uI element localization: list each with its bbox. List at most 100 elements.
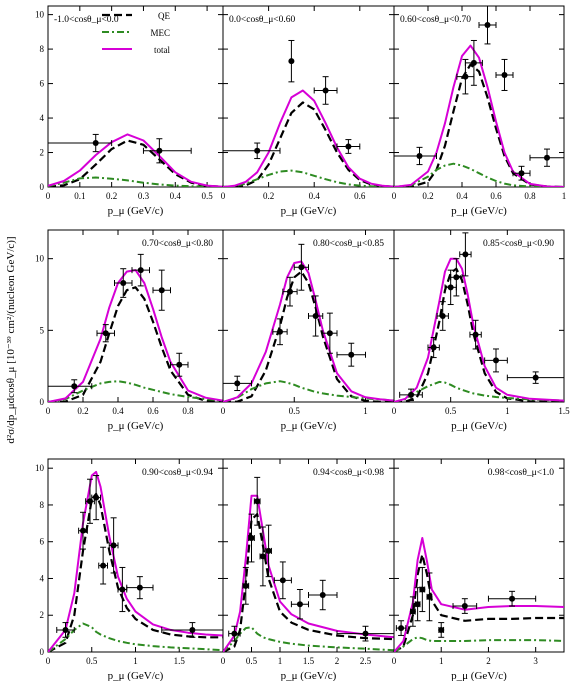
- data-points: [223, 243, 366, 392]
- x-tick-label: 0.6: [354, 191, 366, 201]
- data-point: [518, 170, 525, 177]
- x-tick-label: 3: [533, 656, 538, 666]
- series-mec-line: [48, 380, 223, 402]
- data-point: [462, 251, 469, 258]
- data-point: [156, 147, 163, 154]
- x-tick-label: 0.5: [445, 406, 457, 416]
- curves: [223, 494, 394, 652]
- data-point: [296, 601, 303, 608]
- legend: QE MEC total: [102, 11, 170, 55]
- series-mec-line: [223, 169, 394, 187]
- data-point: [409, 608, 416, 615]
- series-total-line: [394, 44, 564, 187]
- curves: [223, 260, 394, 402]
- x-tick-label: 0.4: [170, 191, 182, 201]
- data-point: [408, 391, 414, 398]
- data-point: [461, 603, 468, 610]
- data-point: [501, 71, 508, 78]
- x-axis-label: p_μ (GeV/c): [108, 420, 164, 432]
- x-tick-label: 0: [46, 191, 51, 201]
- data-point: [265, 547, 272, 554]
- x-tick-label: 1.5: [558, 406, 570, 416]
- data-point: [136, 584, 143, 591]
- data-points: [223, 39, 361, 160]
- x-tick-label: 0: [46, 406, 51, 416]
- x-tick-label: 0: [46, 656, 51, 666]
- data-point: [472, 331, 479, 338]
- series-total-line: [223, 89, 394, 187]
- panel-1: 0 0.1 0.2 0.3 0.4 0.5 0 2 4 6 8 10 p_μ (GeV/c) -1.0<c…: [35, 5, 224, 217]
- data-point: [447, 284, 454, 291]
- curves: [394, 44, 564, 187]
- data-point: [158, 287, 165, 294]
- panel-2: 0 0.2 0.4 0.6 p_μ (GeV/c) 0.0<cosθ_μ<0.60: [221, 5, 395, 217]
- data-point: [137, 267, 144, 274]
- data-point: [430, 344, 437, 351]
- x-tick-label: 1: [562, 191, 567, 201]
- data-point: [462, 73, 469, 80]
- y-tick-label: 0: [40, 182, 45, 192]
- x-tick-label: 0.3: [138, 191, 150, 201]
- data-point: [242, 582, 249, 589]
- x-tick-label: 0.8: [524, 191, 536, 201]
- legend-label-qe: QE: [158, 11, 170, 21]
- y-tick-label: 2: [40, 610, 45, 620]
- data-point: [438, 626, 445, 633]
- x-tick-label: 1: [505, 406, 510, 416]
- y-tick-label: 6: [40, 537, 45, 547]
- x-tick-label: 0.5: [289, 406, 301, 416]
- data-points: [48, 133, 192, 164]
- curves: [394, 537, 564, 652]
- series-total-line: [48, 470, 223, 652]
- data-point: [93, 494, 100, 501]
- data-point: [248, 535, 255, 542]
- y-tick-label: 4: [40, 113, 45, 123]
- panel-annotation: 0.85<cosθ_μ<0.90: [483, 239, 554, 249]
- series-qe-line: [48, 286, 223, 402]
- x-axis-label: p_μ (GeV/c): [281, 205, 337, 217]
- legend-label-mec: MEC: [150, 28, 170, 38]
- series-qe-line: [394, 63, 564, 187]
- x-tick-label: 0.8: [182, 406, 194, 416]
- data-point: [439, 313, 446, 319]
- data-point: [71, 383, 78, 390]
- series-mec-line: [223, 626, 394, 652]
- panel-annotation: 0.60<cosθ_μ<0.70: [400, 15, 471, 25]
- data-point: [416, 152, 423, 159]
- data-point: [102, 330, 109, 337]
- series-total-line: [48, 133, 223, 187]
- x-tick-label: 1: [439, 656, 444, 666]
- series-mec-line: [394, 162, 564, 187]
- data-points: [48, 253, 189, 394]
- data-point: [234, 380, 241, 387]
- x-tick-label: 0.6: [490, 191, 502, 201]
- x-tick-label: 1: [278, 656, 283, 666]
- curves: [394, 257, 564, 402]
- x-tick-label: 0: [221, 406, 226, 416]
- x-tick-label: 0.2: [263, 191, 274, 201]
- panel-annotation: 0.90<cosθ_μ<0.94: [142, 468, 213, 478]
- data-point: [288, 58, 295, 65]
- data-point: [322, 87, 329, 94]
- x-tick-label: 0.2: [77, 406, 88, 416]
- data-point: [419, 586, 426, 593]
- x-tick-label: 0.4: [309, 191, 321, 201]
- y-tick-label: 8: [40, 44, 45, 54]
- data-point: [62, 626, 69, 633]
- x-axis-label: p_μ (GeV/c): [108, 670, 164, 681]
- x-axis-label: p_μ (GeV/c): [451, 670, 507, 681]
- series-total-line: [394, 537, 564, 652]
- x-axis-label: p_μ (GeV/c): [451, 205, 507, 217]
- x-tick-label: 1: [363, 406, 368, 416]
- data-point: [254, 147, 261, 154]
- x-tick-label: 1.5: [174, 656, 186, 666]
- y-tick-label: 10: [35, 463, 45, 473]
- x-tick-label: 0.6: [147, 406, 159, 416]
- data-point: [453, 274, 460, 281]
- series-mec-line: [394, 380, 564, 402]
- data-point: [493, 357, 499, 364]
- data-point: [176, 361, 183, 368]
- data-point: [345, 143, 352, 150]
- panel-3: 0 0.2 0.4 0.6 0.8 1 p_μ (GeV/c) 0.60<cosθ_μ<0.7…: [392, 5, 567, 217]
